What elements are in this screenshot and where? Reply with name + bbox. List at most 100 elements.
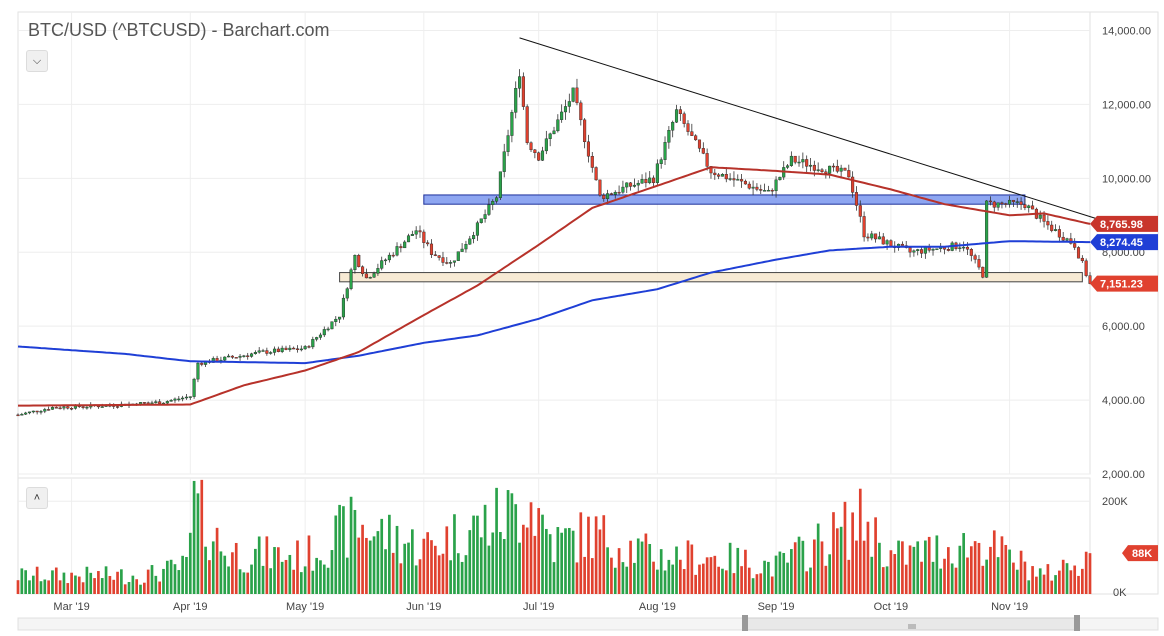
y-tick-label: 2,000.00 [1102, 469, 1145, 481]
volume-bar [816, 523, 820, 594]
volume-bar [430, 540, 433, 594]
collapse-price-button[interactable]: ⌵ [26, 50, 48, 72]
candle-body [288, 347, 292, 350]
candle-body [223, 356, 227, 361]
candle-body [674, 109, 679, 123]
scrollbar-grip[interactable] [908, 624, 916, 629]
volume-bar [912, 546, 916, 594]
volume-bar [74, 575, 77, 594]
candle-body [575, 87, 579, 104]
candle-body [820, 169, 824, 173]
volume-bar [483, 504, 487, 594]
volume-bar [231, 552, 234, 594]
volume-bar [996, 557, 1000, 594]
volume-bar [564, 528, 567, 594]
volume-bar [476, 515, 479, 594]
volume-bar [334, 515, 338, 594]
candle-body [625, 182, 629, 188]
volume-bar [100, 578, 104, 594]
x-tick-label: Aug '19 [639, 601, 676, 613]
volume-bar [388, 514, 391, 594]
candle-body [357, 255, 361, 267]
volume-bar [1023, 561, 1027, 594]
candle-body [39, 411, 43, 413]
volume-bar [357, 537, 361, 594]
candle-body [468, 238, 472, 245]
x-tick-label: Jun '19 [406, 601, 441, 613]
candle-body [1084, 260, 1088, 276]
volume-bar [851, 512, 854, 594]
volume-bar [372, 536, 376, 594]
volume-bar [1088, 553, 1092, 594]
volume-tick-label: 0K [1113, 587, 1127, 599]
candle-body [1023, 204, 1027, 208]
last-value-label: 8,274.45 [1100, 237, 1143, 249]
candle-body [1027, 205, 1031, 208]
candle-body [387, 254, 391, 261]
candle-body [307, 346, 311, 348]
candle-body [1046, 221, 1050, 226]
candle-body [552, 130, 556, 135]
volume-bar [1069, 570, 1073, 594]
candle-body [253, 352, 257, 355]
candle-body [326, 328, 330, 331]
volume-bar [453, 514, 456, 594]
candle-body [839, 167, 843, 172]
volume-bar [31, 575, 35, 594]
candle-body [334, 318, 338, 322]
x-tick-label: Apr '19 [173, 601, 208, 613]
candle-body [506, 135, 510, 152]
candle-body [946, 248, 950, 251]
candle-body [295, 348, 300, 350]
candle-body [560, 111, 564, 120]
candle-body [43, 409, 47, 412]
chart-title: BTC/USD (^BTCUSD) - Barchart.com [28, 20, 330, 40]
candle-body [196, 362, 200, 380]
candle-body [250, 353, 254, 357]
volume-bar [924, 540, 927, 594]
volume-bar [545, 528, 548, 594]
volume-bar [782, 552, 786, 594]
volume-bar [319, 560, 322, 594]
volume-bar [709, 557, 713, 594]
y-tick-label: 12,000.00 [1102, 99, 1151, 111]
volume-bar [345, 557, 349, 594]
y-tick-label: 14,000.00 [1102, 25, 1151, 37]
scrollbar-handle-right[interactable] [1074, 615, 1080, 631]
volume-bar [219, 551, 223, 594]
volume-bar [242, 572, 246, 594]
volume-bar [108, 576, 112, 594]
volume-bar [307, 535, 311, 594]
candle-body [663, 142, 667, 160]
candle-body [384, 259, 388, 262]
volume-bar [931, 561, 935, 594]
volume-bar [51, 570, 54, 594]
volume-bar [533, 535, 537, 594]
volume-bar [1008, 549, 1011, 594]
collapse-volume-button[interactable]: ˄ [26, 487, 48, 509]
candle-body [1004, 203, 1008, 205]
volume-bar [1046, 564, 1050, 594]
scrollbar-handle-left[interactable] [742, 615, 748, 631]
volume-bar [143, 582, 146, 594]
candle-body [280, 347, 284, 352]
candle-body [521, 76, 525, 107]
candle-body [789, 155, 793, 166]
candle-body [920, 249, 924, 254]
volume-bar [211, 541, 215, 594]
candle-body [391, 254, 395, 257]
candle-body [81, 406, 85, 408]
candle-body [169, 400, 173, 402]
volume-bar [1054, 575, 1057, 594]
candle-body [981, 266, 985, 278]
volume-bar [832, 512, 835, 594]
volume-bar [261, 565, 265, 594]
scrollbar[interactable] [17, 615, 1159, 631]
candle-body [621, 186, 625, 193]
candle-body [613, 191, 617, 195]
volume-bar [104, 566, 108, 594]
volume-bar [793, 542, 797, 594]
volume-bar [1031, 566, 1034, 594]
candle-body [774, 179, 778, 192]
